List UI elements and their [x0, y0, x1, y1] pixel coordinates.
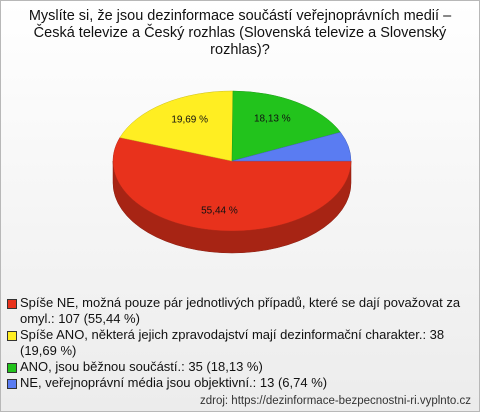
legend: Spíše NE, možná pouze pár jednotlivých p… — [7, 295, 473, 391]
legend-label: ANO, jsou běžnou součástí.: 35 (18,13 %) — [20, 359, 263, 374]
pie-slice — [231, 90, 341, 162]
legend-label: NE, veřejnoprávní média jsou objektivní.… — [20, 375, 328, 390]
legend-label: Spíše NE, možná pouze pár jednotlivých p… — [20, 295, 461, 326]
data-label: 19,69 % — [171, 114, 208, 125]
data-label: 18,13 % — [254, 113, 291, 124]
legend-item: NE, veřejnoprávní média jsou objektivní.… — [7, 375, 473, 391]
chart-title: Myslíte si, že jsou dezinformace součást… — [28, 8, 452, 58]
legend-swatch — [7, 331, 17, 341]
legend-item: ANO, jsou běžnou součástí.: 35 (18,13 %) — [7, 359, 473, 375]
legend-item: Spíše NE, možná pouze pár jednotlivých p… — [7, 295, 473, 327]
source: zdroj: https://dezinformace-bezpecnostni… — [199, 395, 471, 407]
data-label: 55,44 % — [201, 205, 238, 216]
legend-swatch — [7, 363, 17, 373]
legend-swatch — [7, 299, 17, 309]
pie-slice — [231, 131, 352, 162]
pie-slice — [119, 90, 234, 162]
legend-swatch — [7, 379, 17, 389]
pie-slice — [112, 137, 352, 232]
legend-item: Spíše ANO, některá jejich zpravodajství … — [7, 327, 473, 359]
legend-label: Spíše ANO, některá jejich zpravodajství … — [20, 327, 445, 358]
